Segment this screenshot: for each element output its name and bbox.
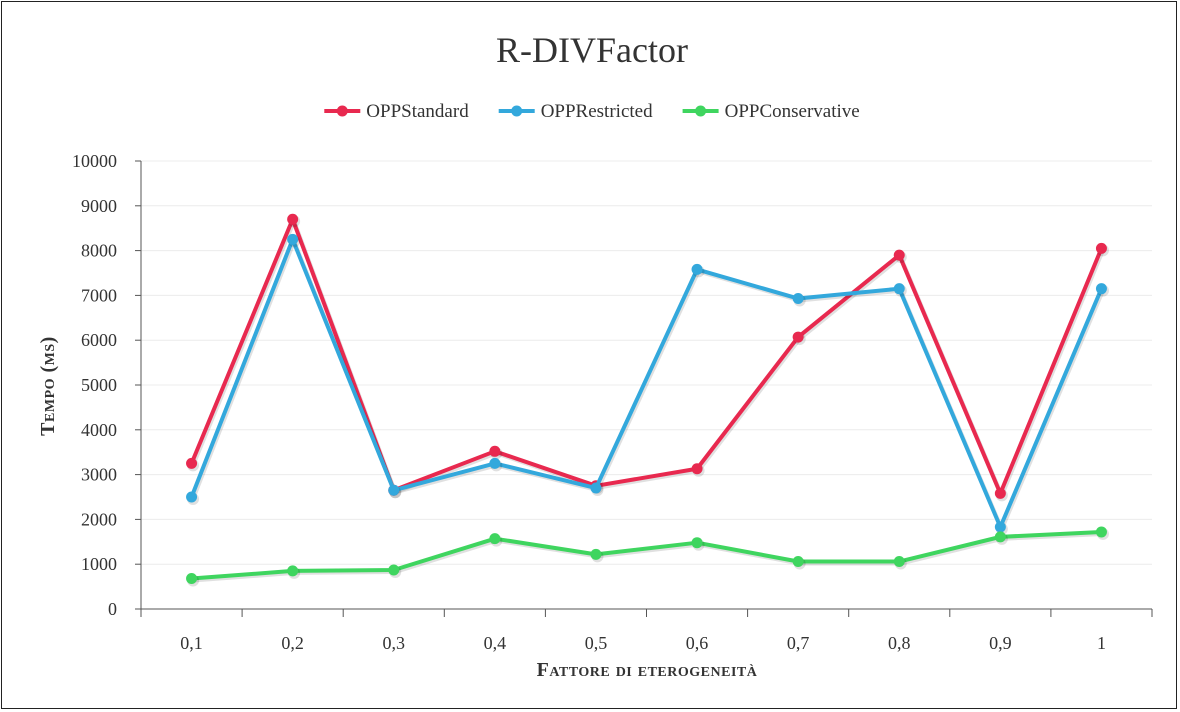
- x-axis-ticks: 0,1 0,2 0,3 0,4 0,5 0,6 0,7 0,8 0,9 1: [140, 609, 1153, 653]
- data-point: [186, 491, 198, 503]
- y-tick-label: 10000: [72, 151, 117, 171]
- data-point: [489, 457, 501, 469]
- x-tick-label: 0,3: [383, 633, 406, 653]
- data-point: [792, 556, 804, 568]
- data-point: [186, 573, 198, 585]
- legend-marker: [336, 105, 348, 117]
- y-axis-ticks: 0 1000 2000 3000 4000 5000 6000 7000 8000 9000 100…: [72, 151, 141, 619]
- x-tick-label: 0,2: [281, 633, 304, 653]
- legend-label: OPPConservative: [725, 101, 860, 122]
- data-point: [590, 482, 602, 494]
- x-axis-title: Fattore di eterogeneità: [537, 659, 758, 681]
- data-point: [287, 233, 299, 245]
- data-point: [287, 565, 299, 577]
- grid-lines: [141, 160, 1152, 565]
- data-point: [489, 533, 501, 545]
- y-tick-label: 0: [108, 599, 117, 619]
- data-point: [186, 457, 198, 469]
- data-point: [893, 556, 905, 568]
- x-tick-label: 0,5: [585, 633, 608, 653]
- x-tick-label: 0,8: [888, 633, 911, 653]
- y-tick-label: 7000: [81, 285, 117, 305]
- y-tick-label: 5000: [81, 375, 117, 395]
- y-tick-label: 2000: [81, 509, 117, 529]
- x-tick-label: 0,7: [787, 633, 810, 653]
- data-point: [1095, 526, 1107, 538]
- legend-marker: [695, 105, 707, 117]
- x-tick-label: 0,9: [989, 633, 1012, 653]
- data-point: [792, 293, 804, 305]
- y-tick-label: 8000: [81, 241, 117, 261]
- data-point: [691, 263, 703, 275]
- data-point: [893, 283, 905, 295]
- y-tick-label: 4000: [81, 420, 117, 440]
- legend-item-OPPConservative: OPPConservative: [682, 101, 860, 122]
- series-line-shadow: [191, 219, 1105, 498]
- data-point: [388, 484, 400, 496]
- data-point: [590, 548, 602, 560]
- data-point: [994, 487, 1006, 499]
- data-point: [691, 537, 703, 549]
- legend-marker: [511, 105, 523, 117]
- y-tick-label: 6000: [81, 330, 117, 350]
- chart-title: R-DIVFactor: [496, 30, 688, 70]
- x-tick-label: 1: [1097, 633, 1106, 653]
- series-line: [189, 529, 1104, 581]
- legend-item-OPPRestricted: OPPRestricted: [498, 101, 653, 122]
- legend-label: OPPStandard: [366, 101, 469, 122]
- series-group: [186, 213, 1109, 587]
- legend-label: OPPRestricted: [541, 101, 653, 122]
- x-tick-label: 0,6: [686, 633, 709, 653]
- data-point: [1095, 283, 1107, 295]
- data-point: [388, 564, 400, 576]
- series-OPPRestricted: [186, 233, 1109, 536]
- series-line-shadow: [192, 531, 1104, 583]
- x-tick-label: 0,4: [484, 633, 507, 653]
- y-tick-label: 9000: [81, 196, 117, 216]
- series-OPPConservative: [186, 526, 1109, 587]
- y-tick-label: 1000: [81, 554, 117, 574]
- legend: OPPStandard OPPRestricted OPPConservative: [324, 101, 860, 122]
- data-point: [792, 331, 804, 343]
- x-tick-label: 0,1: [180, 633, 203, 653]
- data-point: [994, 531, 1006, 543]
- data-point: [1095, 242, 1107, 254]
- y-tick-label: 3000: [81, 465, 117, 485]
- legend-item-OPPStandard: OPPStandard: [324, 101, 469, 122]
- data-point: [994, 521, 1006, 533]
- data-point: [893, 249, 905, 261]
- data-point: [691, 463, 703, 475]
- y-axis-title: Tempo (ms): [37, 336, 59, 436]
- series-line: [189, 217, 1104, 496]
- data-point: [287, 213, 299, 225]
- series-line: [189, 237, 1104, 530]
- data-point: [489, 445, 501, 457]
